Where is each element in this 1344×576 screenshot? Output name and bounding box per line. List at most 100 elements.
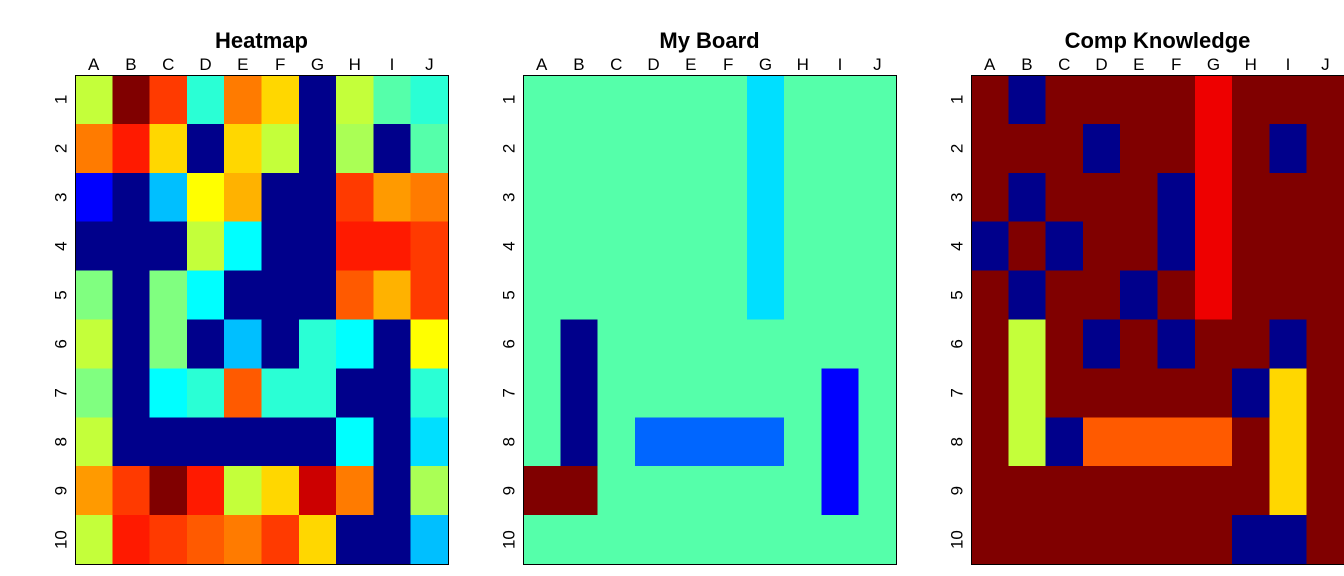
heatmap-cell: [634, 270, 673, 321]
heatmap-cell: [1157, 368, 1196, 418]
heatmap-cell: [971, 123, 1009, 174]
heatmap-cell: [261, 319, 300, 369]
heatmap-cell: [1082, 123, 1121, 174]
heatmap-cell: [821, 515, 860, 565]
heatmap-cell: [1045, 368, 1084, 418]
heatmap-cell: [1120, 172, 1159, 223]
heatmap-cell: [784, 417, 822, 467]
heatmap-cell: [298, 466, 337, 516]
heatmap-cell: [298, 221, 337, 272]
heatmap-cell: [261, 515, 300, 565]
heatmap-cell: [560, 368, 599, 418]
heatmap-cell: [224, 515, 263, 565]
heatmap-cell: [560, 221, 599, 272]
heatmap-cell: [1157, 75, 1196, 125]
heatmap-cell: [597, 270, 636, 321]
y-tick-label: 8: [500, 437, 519, 446]
x-tick-label: D: [1095, 55, 1107, 74]
heatmap-cell: [1157, 172, 1196, 223]
y-tick-label: 9: [948, 486, 967, 495]
y-tick-label: 10: [52, 530, 71, 549]
x-tick-label: C: [162, 55, 174, 74]
heatmap-cell: [1082, 172, 1121, 223]
heatmap-cell: [523, 319, 561, 369]
heatmap-cell: [1306, 172, 1344, 223]
heatmap-cell: [784, 172, 822, 223]
heatmap-cell: [1082, 221, 1121, 272]
heatmap-cell: [858, 319, 897, 369]
heatmap-cell: [149, 417, 188, 467]
heatmap-cell: [1120, 270, 1159, 321]
heatmap-cell: [1157, 270, 1196, 321]
heatmap-cell: [597, 319, 636, 369]
heatmap-cell: [746, 123, 785, 174]
heatmap-cell: [186, 270, 225, 321]
heatmap-cell: [261, 466, 300, 516]
heatmap-cell: [1306, 221, 1344, 272]
heatmap-cell: [224, 123, 263, 174]
x-tick-label: A: [984, 55, 996, 74]
heatmap-cell: [971, 172, 1009, 223]
heatmap-cell: [1157, 515, 1196, 565]
panel-title: Comp Knowledge: [1065, 28, 1251, 53]
heatmap-cell: [1157, 319, 1196, 369]
heatmap-cell: [858, 270, 897, 321]
heatmap-cell: [186, 466, 225, 516]
heatmap-cell: [1269, 368, 1308, 418]
heatmap-cell: [1008, 270, 1047, 321]
heatmap-cell: [1194, 515, 1233, 565]
heatmap-cell: [634, 319, 673, 369]
heatmap-cell: [1306, 319, 1344, 369]
heatmap-cell: [523, 270, 561, 321]
x-tick-label: H: [1245, 55, 1257, 74]
heatmap-panel-3: Comp Knowledge A B C D E F G H I J 1 2 3 4 5 6 7 8 9 10: [948, 28, 1344, 565]
heatmap-cell: [336, 466, 374, 516]
heatmap-cell: [709, 123, 748, 174]
heatmap-cell: [112, 270, 151, 321]
heatmap-cell: [224, 172, 263, 223]
y-tick-label: 8: [52, 437, 71, 446]
heatmap-cell: [821, 368, 860, 418]
heatmap-cell: [746, 417, 785, 467]
heatmap-cell: [336, 123, 374, 174]
y-tick-label: 6: [948, 339, 967, 348]
heatmap-cell: [1194, 270, 1233, 321]
heatmap-cell: [373, 75, 412, 125]
heatmap-cell: [75, 221, 113, 272]
heatmap-cell: [858, 75, 897, 125]
heatmap-cell: [672, 123, 711, 174]
y-tick-label: 5: [52, 290, 71, 299]
heatmap-cell: [821, 417, 860, 467]
x-tick-label: F: [275, 55, 285, 74]
heatmap-cell: [597, 368, 636, 418]
heatmap-cell: [224, 75, 263, 125]
heatmap-cell: [112, 368, 151, 418]
heatmap-cell: [597, 417, 636, 467]
heatmap-cell: [186, 172, 225, 223]
heatmap-cell: [1008, 75, 1047, 125]
x-tick-label: H: [797, 55, 809, 74]
heatmap-cell: [261, 75, 300, 125]
heatmap-cell: [373, 368, 412, 418]
heatmap-cell: [261, 172, 300, 223]
heatmap-cell: [746, 172, 785, 223]
heatmap-cell: [1082, 75, 1121, 125]
heatmap-cell: [336, 515, 374, 565]
x-tick-label: J: [425, 55, 434, 74]
heatmap-cell: [261, 417, 300, 467]
y-tick-label: 8: [948, 437, 967, 446]
heatmap-cell: [1008, 221, 1047, 272]
heatmap-cell: [971, 270, 1009, 321]
heatmap-cell: [1008, 368, 1047, 418]
heatmap-cell: [560, 319, 599, 369]
y-tick-label: 7: [500, 388, 519, 397]
heatmap-cell: [224, 270, 263, 321]
heatmap-cell: [112, 417, 151, 467]
heatmap-cell: [186, 417, 225, 467]
heatmap-cell: [410, 466, 449, 516]
heatmap-cell: [1045, 417, 1084, 467]
y-tick-label: 7: [52, 388, 71, 397]
heatmap-cell: [373, 319, 412, 369]
x-tick-label: B: [1021, 55, 1032, 74]
heatmap-cell: [709, 515, 748, 565]
